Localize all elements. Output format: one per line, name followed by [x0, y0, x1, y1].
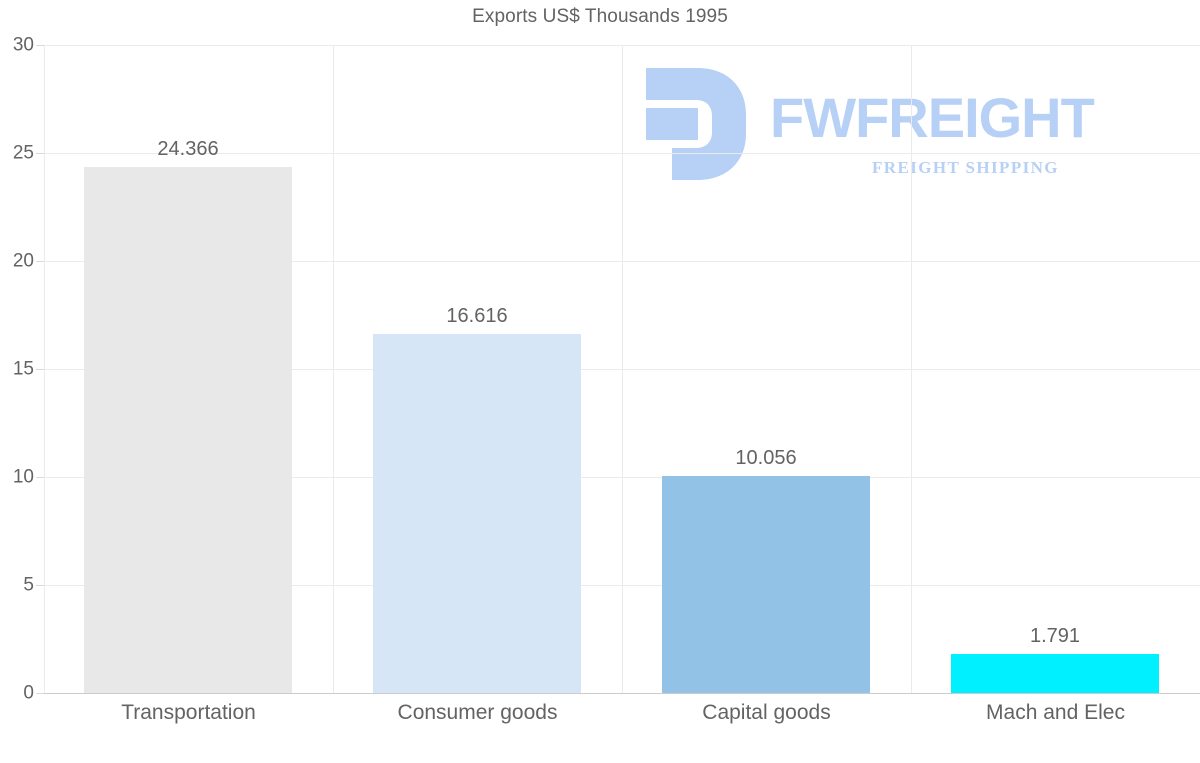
y-axis-tick-label: 15 [12, 358, 34, 380]
bar-value-label: 1.791 [1029, 625, 1081, 647]
gridline-vertical [333, 45, 334, 693]
bar[interactable]: 24.366 [84, 139, 292, 693]
chart-title: Exports US$ Thousands 1995 [472, 6, 728, 27]
plot-area: 24.366 16.616 10.056 1.791 [44, 45, 1200, 694]
x-axis-tick-label: Capital goods [702, 701, 831, 724]
bar-value-label: 24.366 [157, 138, 219, 160]
gridline-vertical [911, 45, 912, 693]
gridline-vertical [622, 45, 623, 693]
y-axis-tick-mark [36, 477, 44, 478]
y-axis-tick-mark [36, 693, 44, 694]
bar[interactable]: 16.616 [373, 306, 581, 693]
y-axis-tick-label: 10 [12, 466, 34, 488]
x-axis-tick-label: Mach and Elec [986, 701, 1125, 724]
bar[interactable]: 1.791 [951, 626, 1159, 693]
y-axis-tick-label: 0 [23, 682, 34, 704]
bar[interactable]: 10.056 [662, 448, 870, 693]
x-axis-tick-label: Consumer goods [397, 701, 558, 724]
y-axis-tick-label: 20 [12, 250, 34, 272]
y-axis-tick-label: 5 [23, 574, 34, 596]
bar-value-label: 10.056 [735, 447, 797, 469]
y-axis-tick-mark [36, 261, 44, 262]
y-axis-tick-label: 30 [12, 34, 34, 56]
y-axis-tick-mark [36, 153, 44, 154]
y-axis-tick-mark [36, 585, 44, 586]
y-axis-tick-mark [36, 369, 44, 370]
x-axis-tick-label: Transportation [121, 701, 256, 724]
y-axis-tick-mark [36, 45, 44, 46]
gridline-horizontal [44, 693, 1200, 694]
y-axis-tick-label: 25 [12, 142, 34, 164]
bar-value-label: 16.616 [446, 305, 508, 327]
